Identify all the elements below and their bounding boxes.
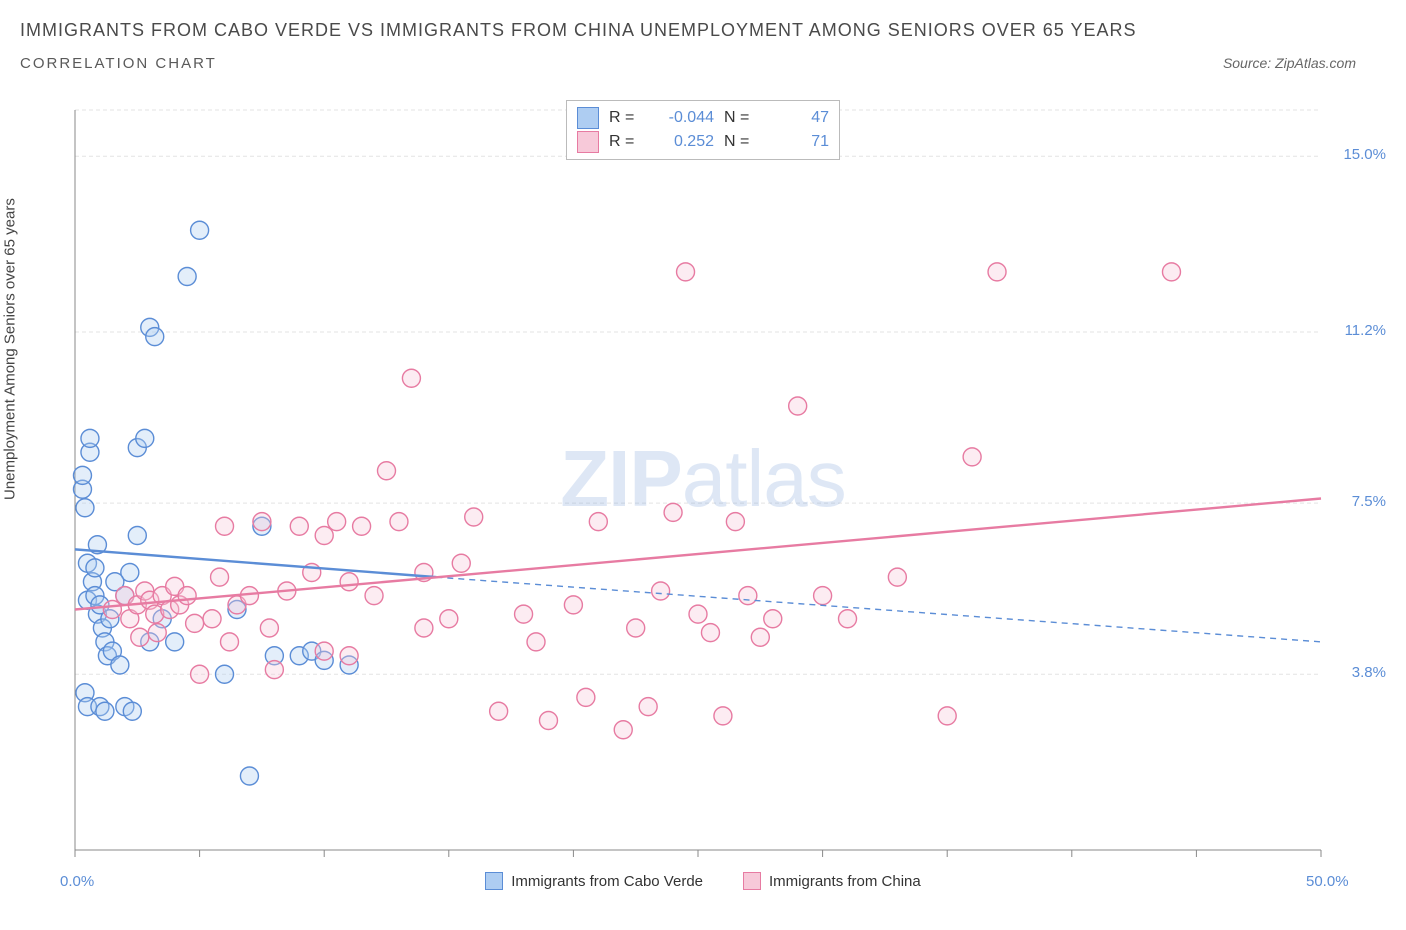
legend-swatch-cabo-verde (577, 107, 599, 129)
n-value-china: 71 (769, 133, 829, 151)
y-axis-label: Unemployment Among Seniors over 65 years (2, 198, 19, 500)
r-label: R = (609, 109, 644, 127)
legend-swatch-icon (485, 872, 503, 890)
r-value-cabo-verde: -0.044 (654, 109, 714, 127)
n-label: N = (724, 133, 759, 151)
correlation-legend: R = -0.044 N = 47 R = 0.252 N = 71 (566, 100, 840, 160)
chart-title: IMMIGRANTS FROM CABO VERDE VS IMMIGRANTS… (20, 20, 1386, 41)
x-tick-label: 0.0% (60, 873, 94, 890)
y-tick-label: 7.5% (1326, 493, 1386, 510)
legend-row-cabo-verde: R = -0.044 N = 47 (577, 107, 829, 129)
n-label: N = (724, 109, 759, 127)
legend-item-cabo-verde: Immigrants from Cabo Verde (485, 872, 703, 890)
legend-swatch-china (577, 131, 599, 153)
legend-item-china: Immigrants from China (743, 872, 921, 890)
legend-swatch-icon (743, 872, 761, 890)
chart-subtitle: CORRELATION CHART (20, 55, 217, 72)
chart-area: Unemployment Among Seniors over 65 years… (20, 100, 1386, 890)
r-label: R = (609, 133, 644, 151)
scatter-plot (20, 100, 1386, 890)
legend-label-cabo-verde: Immigrants from Cabo Verde (511, 873, 703, 890)
y-tick-label: 15.0% (1326, 146, 1386, 163)
y-tick-label: 11.2% (1326, 322, 1386, 339)
x-tick-label: 50.0% (1306, 873, 1349, 890)
n-value-cabo-verde: 47 (769, 109, 829, 127)
r-value-china: 0.252 (654, 133, 714, 151)
legend-label-china: Immigrants from China (769, 873, 921, 890)
y-tick-label: 3.8% (1326, 664, 1386, 681)
source-attribution: Source: ZipAtlas.com (1223, 55, 1356, 71)
legend-row-china: R = 0.252 N = 71 (577, 131, 829, 153)
series-legend: Immigrants from Cabo Verde Immigrants fr… (20, 872, 1386, 890)
